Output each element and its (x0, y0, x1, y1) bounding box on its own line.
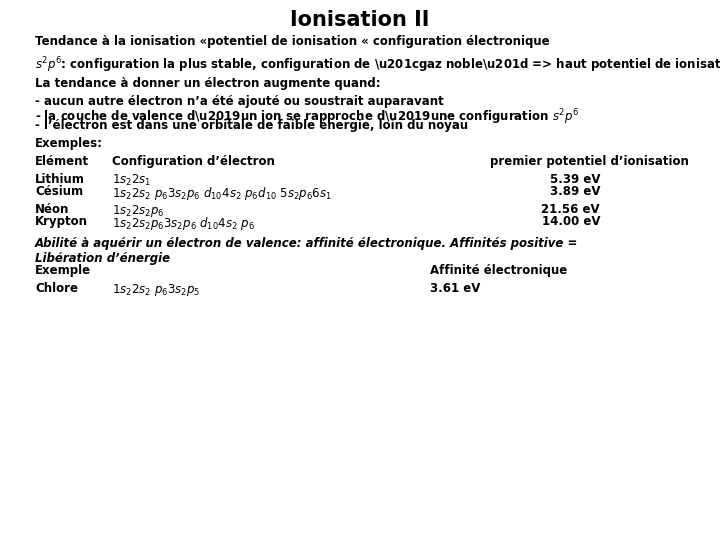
Text: $1s_2 2s_1$: $1s_2 2s_1$ (112, 173, 151, 188)
Text: $1s_2 2s_2 p_6 3s_2 p_6\ d_{10} 4s_2\ p_6$: $1s_2 2s_2 p_6 3s_2 p_6\ d_{10} 4s_2\ p_… (112, 215, 255, 232)
Text: 3.89 eV: 3.89 eV (549, 185, 600, 198)
Text: $1s_2 2s_2\ p_6 3s_2 p_5$: $1s_2 2s_2\ p_6 3s_2 p_5$ (112, 282, 200, 298)
Text: 14.00 eV: 14.00 eV (541, 215, 600, 228)
Text: - aucun autre électron n’a été ajouté ou soustrait auparavant: - aucun autre électron n’a été ajouté ou… (35, 95, 444, 108)
Text: $1s_2 2s_2\ p_6 3s_2 p_6\ d_{10} 4s_2\ p_6 d_{10}\ 5s_2 p_6 6s_1$: $1s_2 2s_2\ p_6 3s_2 p_6\ d_{10} 4s_2\ p… (112, 185, 332, 202)
Text: 21.56 eV: 21.56 eV (541, 203, 600, 216)
Text: Exemple: Exemple (35, 264, 91, 277)
Text: premier potentiel d’ionisation: premier potentiel d’ionisation (490, 155, 689, 168)
Text: 5.39 eV: 5.39 eV (549, 173, 600, 186)
Text: Chlore: Chlore (35, 282, 78, 295)
Text: Configuration d’électron: Configuration d’électron (112, 155, 275, 168)
Text: 3.61 eV: 3.61 eV (430, 282, 480, 295)
Text: Lithium: Lithium (35, 173, 85, 186)
Text: Ionisation II: Ionisation II (290, 10, 430, 30)
Text: $1s_2 2s_2 p_6$: $1s_2 2s_2 p_6$ (112, 203, 165, 219)
Text: Krypton: Krypton (35, 215, 88, 228)
Text: - la couche de valence d\u2019un ion se rapproche d\u2019une configuration $s^2p: - la couche de valence d\u2019un ion se … (35, 107, 579, 126)
Text: Elément: Elément (35, 155, 89, 168)
Text: Affinité électronique: Affinité électronique (430, 264, 567, 277)
Text: Néon: Néon (35, 203, 69, 216)
Text: Abilité à aquérir un électron de valence: affinité électronique. Affinités posit: Abilité à aquérir un électron de valence… (35, 237, 578, 265)
Text: Tendance à la ionisation «potentiel de ionisation « configuration électronique: Tendance à la ionisation «potentiel de i… (35, 35, 549, 48)
Text: - l’électron est dans une orbitale de faible énergie, loin du noyau: - l’électron est dans une orbitale de fa… (35, 119, 468, 132)
Text: Exemples:: Exemples: (35, 137, 103, 150)
Text: Césium: Césium (35, 185, 83, 198)
Text: $s^2p^6$: configuration la plus stable, configuration de \u201cgaz noble\u201d =: $s^2p^6$: configuration la plus stable, … (35, 55, 720, 75)
Text: La tendance à donner un électron augmente quand:: La tendance à donner un électron augment… (35, 77, 381, 90)
